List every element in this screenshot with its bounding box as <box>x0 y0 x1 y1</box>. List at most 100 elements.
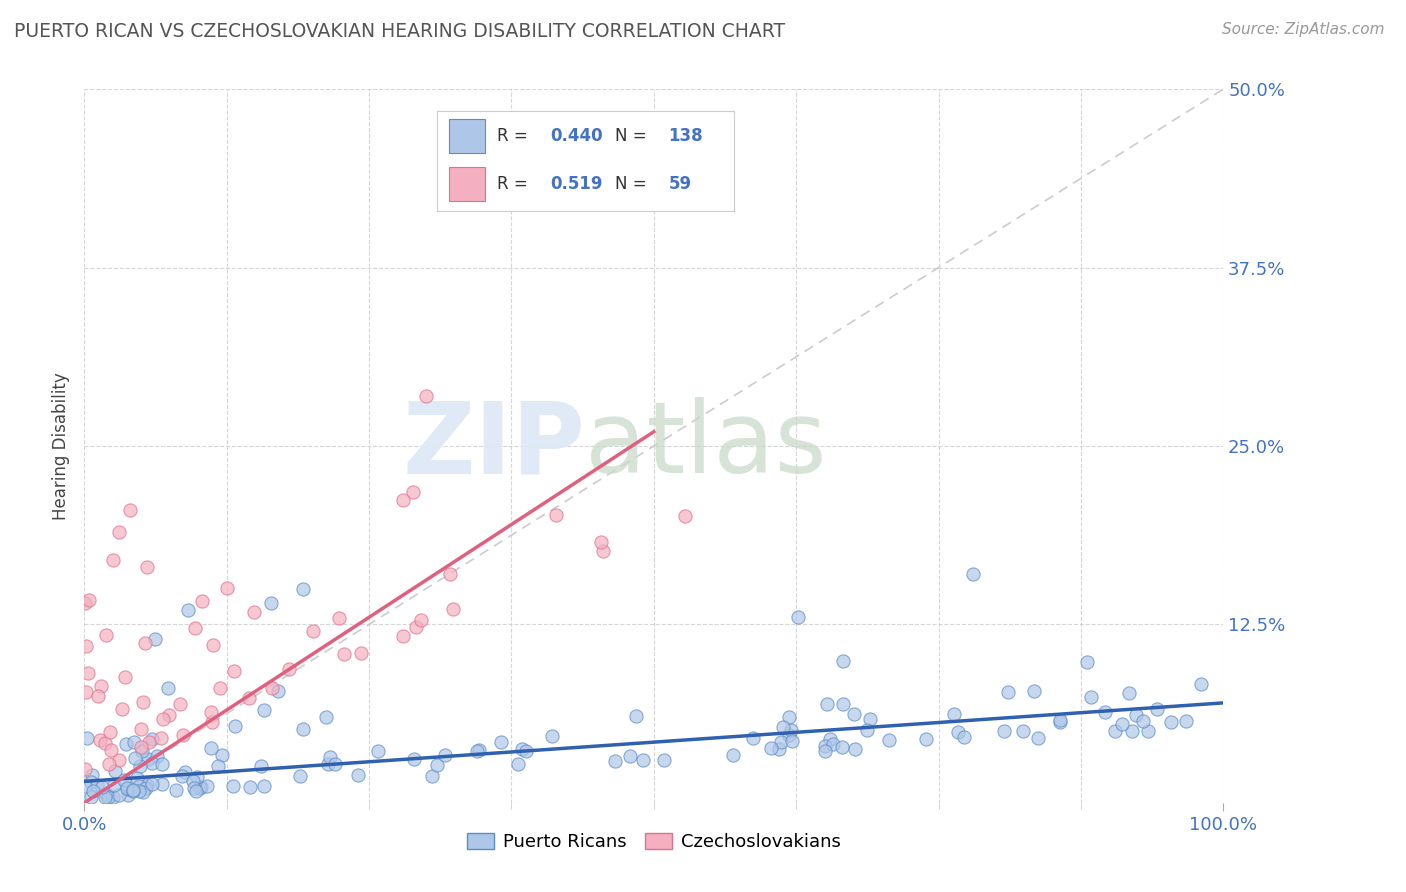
Point <box>82 784 104 798</box>
Point <box>89 732 111 747</box>
Point <box>215 581 238 595</box>
Point <box>75 596 97 610</box>
Point <box>769 734 792 748</box>
Point <box>152 756 174 771</box>
Point <box>879 732 901 747</box>
Point <box>159 708 181 723</box>
Text: Source: ZipAtlas.com: Source: ZipAtlas.com <box>1222 22 1385 37</box>
Point <box>77 592 100 607</box>
Point <box>222 664 245 678</box>
Point <box>104 764 127 778</box>
Point <box>1111 717 1133 731</box>
Point <box>844 742 866 756</box>
Point <box>87 689 110 703</box>
Point <box>1125 708 1147 723</box>
Point <box>115 780 138 795</box>
Point <box>946 725 969 739</box>
Point <box>191 594 214 608</box>
Point <box>128 784 150 798</box>
Point <box>250 759 273 773</box>
Point <box>323 756 346 771</box>
Point <box>420 769 443 783</box>
Point <box>253 702 276 716</box>
Point <box>392 493 415 508</box>
Point <box>128 780 150 794</box>
Point <box>91 780 114 795</box>
Point <box>239 780 262 795</box>
Point <box>211 747 233 762</box>
Point <box>222 779 245 793</box>
Point <box>465 744 488 758</box>
Point <box>107 753 129 767</box>
Point <box>125 771 148 785</box>
Point <box>77 665 100 680</box>
Point <box>441 602 464 616</box>
Point <box>814 739 837 754</box>
Point <box>778 728 800 742</box>
Point <box>1049 713 1071 727</box>
Point <box>768 742 790 756</box>
Point <box>118 503 141 517</box>
Point <box>97 789 120 804</box>
Point <box>1175 714 1198 728</box>
Point <box>209 681 232 695</box>
Point <box>439 566 461 581</box>
Point <box>170 769 193 783</box>
Point <box>591 535 613 549</box>
Point <box>624 708 647 723</box>
Point <box>156 681 179 696</box>
Point <box>915 732 938 747</box>
Point <box>1026 731 1049 745</box>
Point <box>141 777 163 791</box>
Point <box>97 757 120 772</box>
Point <box>1132 714 1154 728</box>
Point <box>1076 655 1098 669</box>
Point <box>224 719 246 733</box>
Point <box>79 775 101 789</box>
Point <box>86 778 108 792</box>
Point <box>859 712 882 726</box>
Point <box>207 759 229 773</box>
Point <box>1049 714 1071 729</box>
Point <box>115 737 138 751</box>
Point <box>619 749 641 764</box>
Point <box>80 790 103 805</box>
Point <box>136 778 159 792</box>
Point <box>1012 723 1035 738</box>
Point <box>1094 706 1116 720</box>
Point <box>952 731 974 745</box>
Point <box>842 706 865 721</box>
Point <box>143 632 166 646</box>
Point <box>75 779 97 793</box>
Point <box>150 777 173 791</box>
Point <box>316 757 339 772</box>
Point <box>278 662 301 676</box>
Point <box>129 723 152 737</box>
Point <box>124 750 146 764</box>
Text: ZIP: ZIP <box>402 398 585 494</box>
Point <box>110 701 132 715</box>
Point <box>997 685 1019 699</box>
Point <box>80 767 103 781</box>
Point <box>129 759 152 773</box>
Point <box>592 543 614 558</box>
Point <box>675 509 697 524</box>
Point <box>603 754 626 768</box>
Point <box>259 596 281 610</box>
Point <box>134 636 156 650</box>
Point <box>90 679 112 693</box>
Text: PUERTO RICAN VS CZECHOSLOVAKIAN HEARING DISABILITY CORRELATION CHART: PUERTO RICAN VS CZECHOSLOVAKIAN HEARING … <box>14 22 785 41</box>
Point <box>149 731 172 746</box>
Point <box>165 783 187 797</box>
Point <box>328 611 350 625</box>
Point <box>291 722 314 736</box>
Point <box>546 508 568 522</box>
Point <box>759 740 782 755</box>
Legend: Puerto Ricans, Czechoslovakians: Puerto Ricans, Czechoslovakians <box>460 825 848 858</box>
Point <box>491 735 513 749</box>
Point <box>290 769 312 783</box>
Point <box>117 789 139 803</box>
Point <box>1146 702 1168 716</box>
Text: atlas: atlas <box>585 398 827 494</box>
Point <box>94 789 117 804</box>
